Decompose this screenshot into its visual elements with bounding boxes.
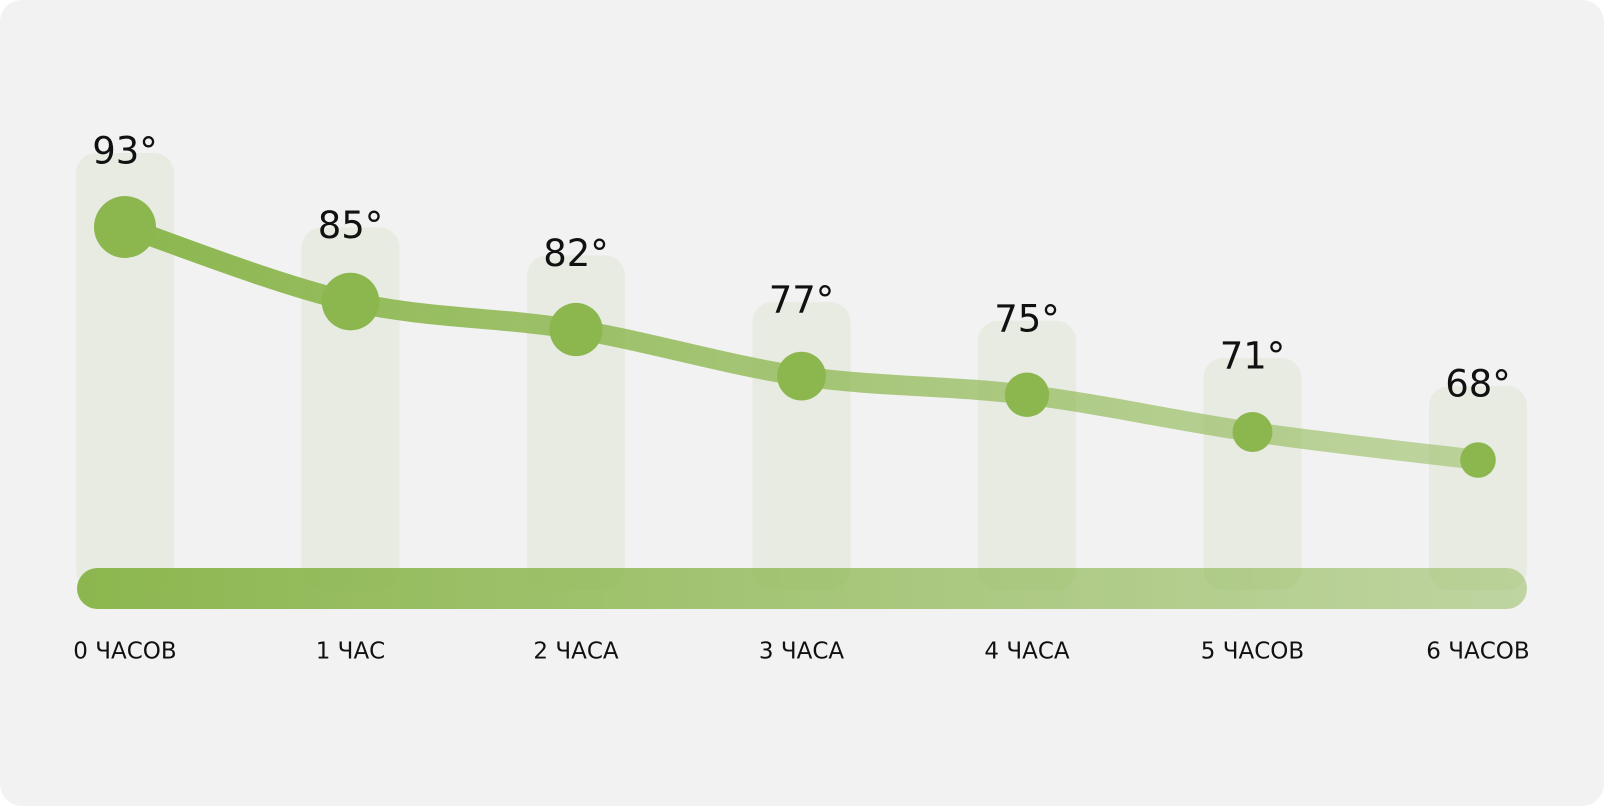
category-label: 3 ЧАСА [759,639,845,665]
point [777,351,826,401]
value-label: 68° [1445,363,1511,406]
value-label: 82° [543,232,609,275]
category-label: 0 ЧАСОВ [73,639,176,665]
point [321,272,380,331]
category-label: 1 ЧАС [316,639,386,665]
category-label: 4 ЧАСА [984,639,1070,665]
pillar [978,320,1076,590]
point [1460,442,1496,478]
category-label: 5 ЧАСОВ [1201,639,1304,665]
pillar [1203,358,1302,590]
pillar [1429,386,1527,590]
value-label: 71° [1220,335,1286,378]
pillar [76,153,174,590]
category-label: 6 ЧАСОВ [1426,639,1529,665]
point [94,196,156,258]
category-label: 2 ЧАСА [533,639,619,665]
value-label: 85° [318,204,384,247]
base-bar [77,568,1527,609]
value-label: 77° [769,279,835,322]
value-label: 75° [994,297,1060,340]
pillar [301,227,400,590]
point [1004,372,1050,417]
point [1232,412,1273,453]
point [549,302,603,357]
pillar [752,302,851,590]
value-label: 93° [92,130,158,173]
